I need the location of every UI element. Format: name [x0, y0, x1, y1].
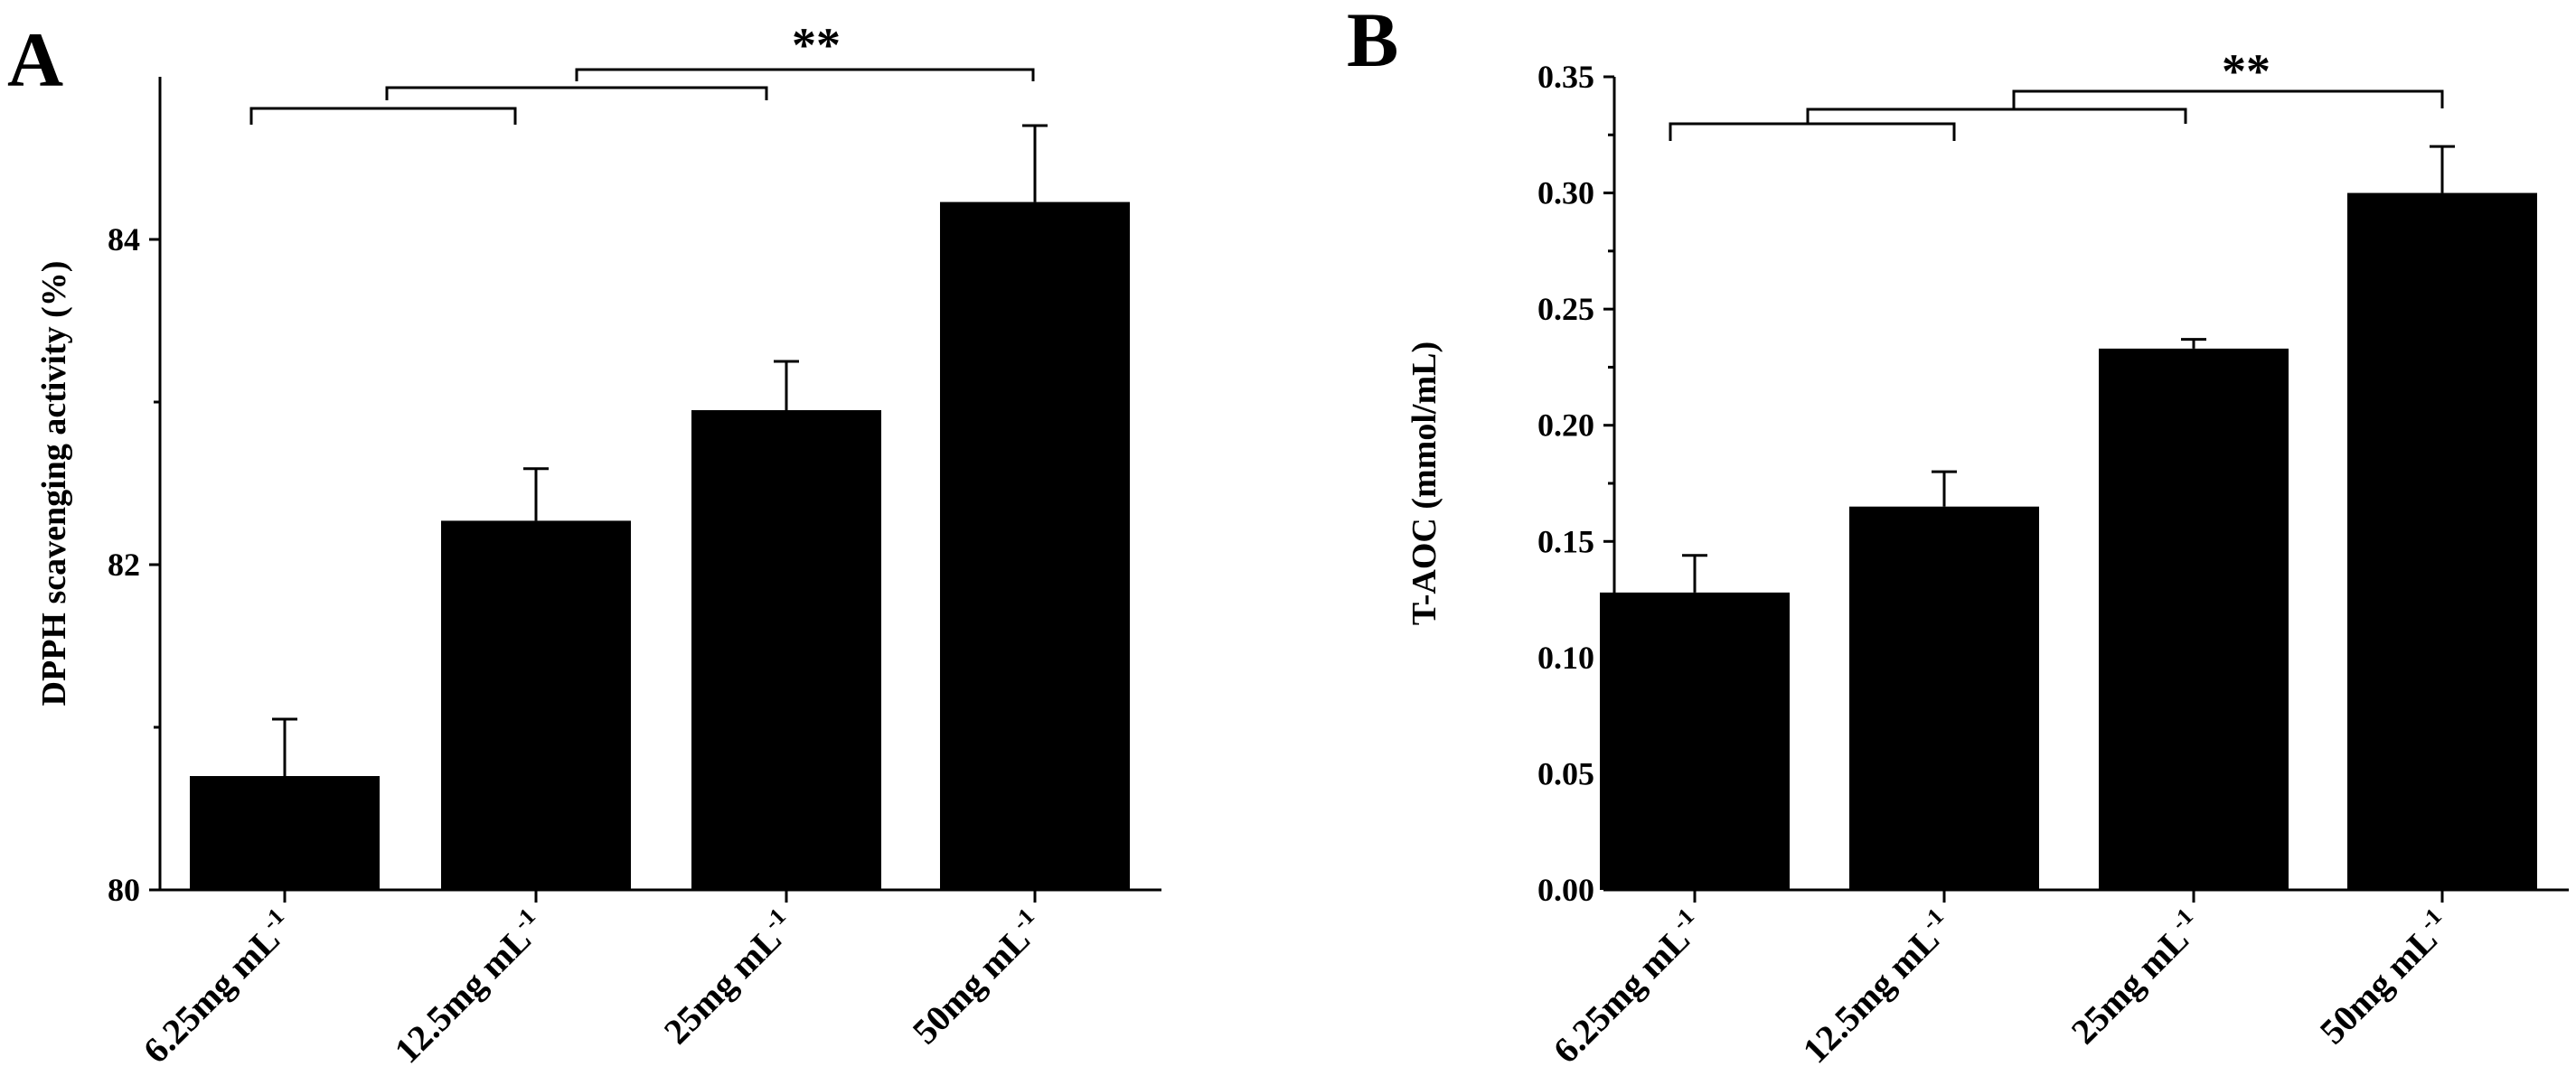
- x-tick-label: 12.5mg mL-1: [1792, 903, 1960, 1071]
- x-tick-label: 6.25mg mL-1: [133, 903, 301, 1071]
- significance-label: **: [2222, 44, 2270, 98]
- y-tick-label: 0.00: [1537, 872, 1594, 908]
- chart-panel-a: A 80 82 84 DPPH scavenging activity (%) 6.25m…: [7, 16, 1161, 1071]
- bar: [441, 520, 631, 890]
- x-tick-label: 6.25mg mL-1: [1543, 903, 1711, 1071]
- bar: [940, 201, 1130, 891]
- y-tick-label: 84: [108, 221, 140, 257]
- bar: [1849, 506, 2039, 890]
- y-tick-label: 0.05: [1537, 755, 1594, 791]
- panel-letter: B: [1347, 0, 1398, 83]
- significance-bracket: [1669, 122, 1956, 141]
- bar: [2347, 192, 2537, 891]
- significance-bracket: [249, 107, 517, 125]
- x-tick-label: 50mg mL-1: [2310, 903, 2459, 1052]
- bar: [190, 776, 380, 890]
- y-tick-label: 0.35: [1537, 59, 1594, 95]
- panel-letter: A: [7, 16, 63, 103]
- x-tick-label: 50mg mL-1: [903, 903, 1052, 1052]
- y-tick-label: 82: [108, 547, 140, 583]
- significance-bracket: [385, 86, 768, 100]
- significance-bracket: [1806, 108, 2187, 124]
- bar: [691, 410, 881, 890]
- y-tick-label: 0.15: [1537, 523, 1594, 559]
- y-tick-label: 0.20: [1537, 407, 1594, 444]
- bar: [1600, 592, 1790, 890]
- significance-label: **: [792, 18, 841, 72]
- y-axis-label: DPPH scavenging activity (%): [35, 261, 73, 706]
- chart-panel-b: B 0.00 0.05 0.10 0.15 0.20 0.25 0.30 0.35 T-AOC (…: [1347, 0, 2569, 1071]
- significance-bracket: [575, 68, 1035, 81]
- significance-bracket: [2012, 89, 2444, 108]
- y-tick-label: 0.10: [1537, 640, 1594, 676]
- bar: [2099, 348, 2289, 890]
- x-tick-label: 25mg mL-1: [2062, 903, 2211, 1052]
- y-tick-label: 0.30: [1537, 175, 1594, 211]
- y-tick-label: 0.25: [1537, 291, 1594, 327]
- y-axis-label: T-AOC (mmol/mL): [1406, 342, 1443, 625]
- x-tick-label: 25mg mL-1: [654, 903, 804, 1052]
- y-tick-label: 80: [108, 872, 140, 908]
- x-tick-label: 12.5mg mL-1: [384, 903, 552, 1071]
